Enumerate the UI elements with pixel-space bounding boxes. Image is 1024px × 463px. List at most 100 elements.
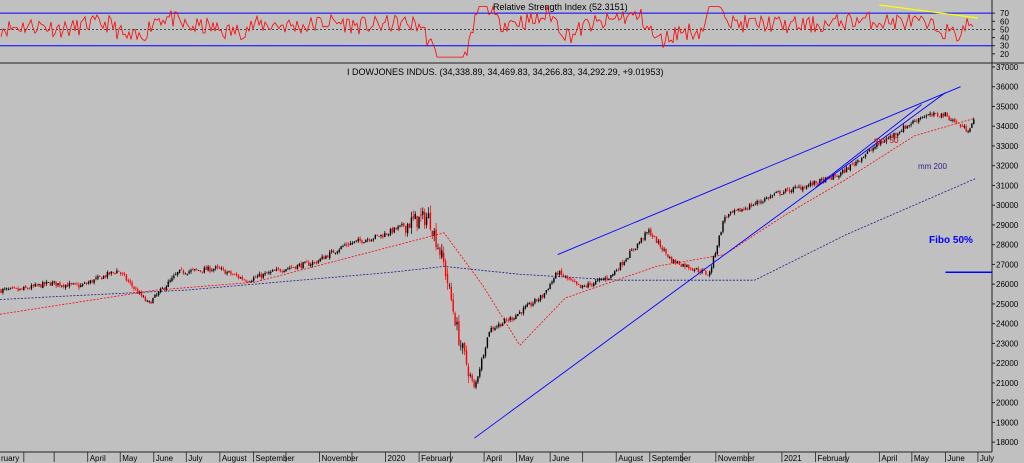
candle-body: [767, 197, 770, 199]
candle-body: [367, 239, 369, 241]
candle: [676, 260, 679, 264]
candle-body: [944, 112, 946, 117]
candle: [425, 212, 428, 229]
candle: [399, 225, 401, 228]
candle-body: [23, 286, 25, 290]
price-tick-label: 37000: [996, 63, 1019, 72]
candle-body: [429, 212, 432, 230]
candle: [224, 269, 226, 275]
candle: [500, 323, 502, 328]
candle-body: [623, 261, 625, 265]
rsi-panel: Relative Strength Index (52.3151) 706050…: [0, 2, 1009, 59]
candle: [215, 265, 217, 271]
candle: [458, 314, 460, 347]
candle-body: [819, 178, 821, 184]
candle: [709, 270, 711, 278]
candle: [802, 185, 804, 193]
candle: [589, 281, 591, 287]
candle-body: [251, 280, 253, 282]
candle-body: [401, 223, 403, 226]
candle: [697, 266, 699, 274]
candle-body: [931, 114, 933, 116]
candle-body: [458, 321, 460, 346]
candle-body: [528, 303, 530, 305]
candle: [809, 180, 812, 188]
candle-body: [44, 281, 46, 285]
price-panel: I DOWJONES INDUS. (34,338.89, 34,469.83,…: [0, 63, 1019, 447]
candle: [965, 124, 967, 132]
candle-body: [287, 268, 289, 269]
candle-body: [131, 282, 133, 287]
candle-body: [165, 286, 167, 291]
candle-body: [752, 204, 755, 206]
rsi-tick-label: 30: [1000, 42, 1009, 51]
candle: [714, 251, 717, 258]
candle-body: [741, 209, 743, 212]
candle: [11, 285, 14, 290]
candle-body: [543, 293, 546, 298]
candle-body: [99, 275, 101, 277]
candle-body: [870, 149, 872, 151]
candle-body: [665, 248, 667, 254]
candle-body: [684, 263, 686, 268]
candle-body: [520, 312, 523, 314]
candle-body: [577, 283, 580, 285]
candle-body: [973, 119, 975, 125]
candle-body: [494, 327, 496, 330]
candle: [657, 238, 660, 245]
candle: [570, 277, 572, 282]
candle-body: [253, 277, 255, 281]
candle: [900, 129, 903, 132]
candle: [843, 167, 846, 174]
candle-body: [481, 358, 483, 370]
candle-body: [821, 178, 823, 180]
candle: [310, 262, 312, 268]
candle-body: [220, 268, 223, 270]
candle: [89, 279, 91, 285]
candle-body: [857, 160, 859, 162]
candle: [420, 207, 422, 222]
candle: [463, 342, 466, 356]
candle: [306, 259, 308, 263]
candle-body: [279, 269, 281, 272]
candle: [507, 317, 509, 323]
candle-body: [566, 275, 568, 279]
candle-body: [25, 286, 27, 288]
candle-body: [843, 169, 846, 173]
candle: [591, 283, 593, 288]
candle: [929, 111, 931, 117]
candle-body: [538, 299, 540, 302]
candle-body: [724, 217, 726, 222]
candle: [868, 148, 870, 153]
candle: [558, 270, 561, 278]
candle: [121, 272, 124, 276]
candle-body: [384, 233, 386, 238]
candle: [870, 147, 872, 152]
candle-body: [74, 283, 76, 285]
candle-body: [602, 279, 604, 280]
x-tick-label: May: [122, 454, 137, 463]
candle: [640, 237, 642, 244]
candle: [663, 246, 665, 252]
candle: [940, 113, 943, 119]
candle: [785, 188, 787, 194]
candle-body: [467, 366, 470, 377]
price-tick-label: 31000: [996, 181, 1019, 190]
candle: [40, 283, 42, 288]
candle-body: [289, 267, 291, 269]
candle: [585, 284, 587, 289]
candle: [517, 313, 519, 317]
candle: [678, 260, 680, 265]
candle: [496, 324, 498, 329]
candle: [634, 248, 637, 251]
rsi-line: [0, 5, 974, 58]
candle-body: [224, 269, 226, 275]
candle-body: [935, 113, 937, 115]
candle-body: [325, 255, 327, 259]
candle-body: [456, 321, 458, 325]
candle: [405, 225, 407, 237]
candle-body: [948, 116, 950, 121]
candle: [291, 264, 293, 269]
candle: [566, 275, 568, 281]
